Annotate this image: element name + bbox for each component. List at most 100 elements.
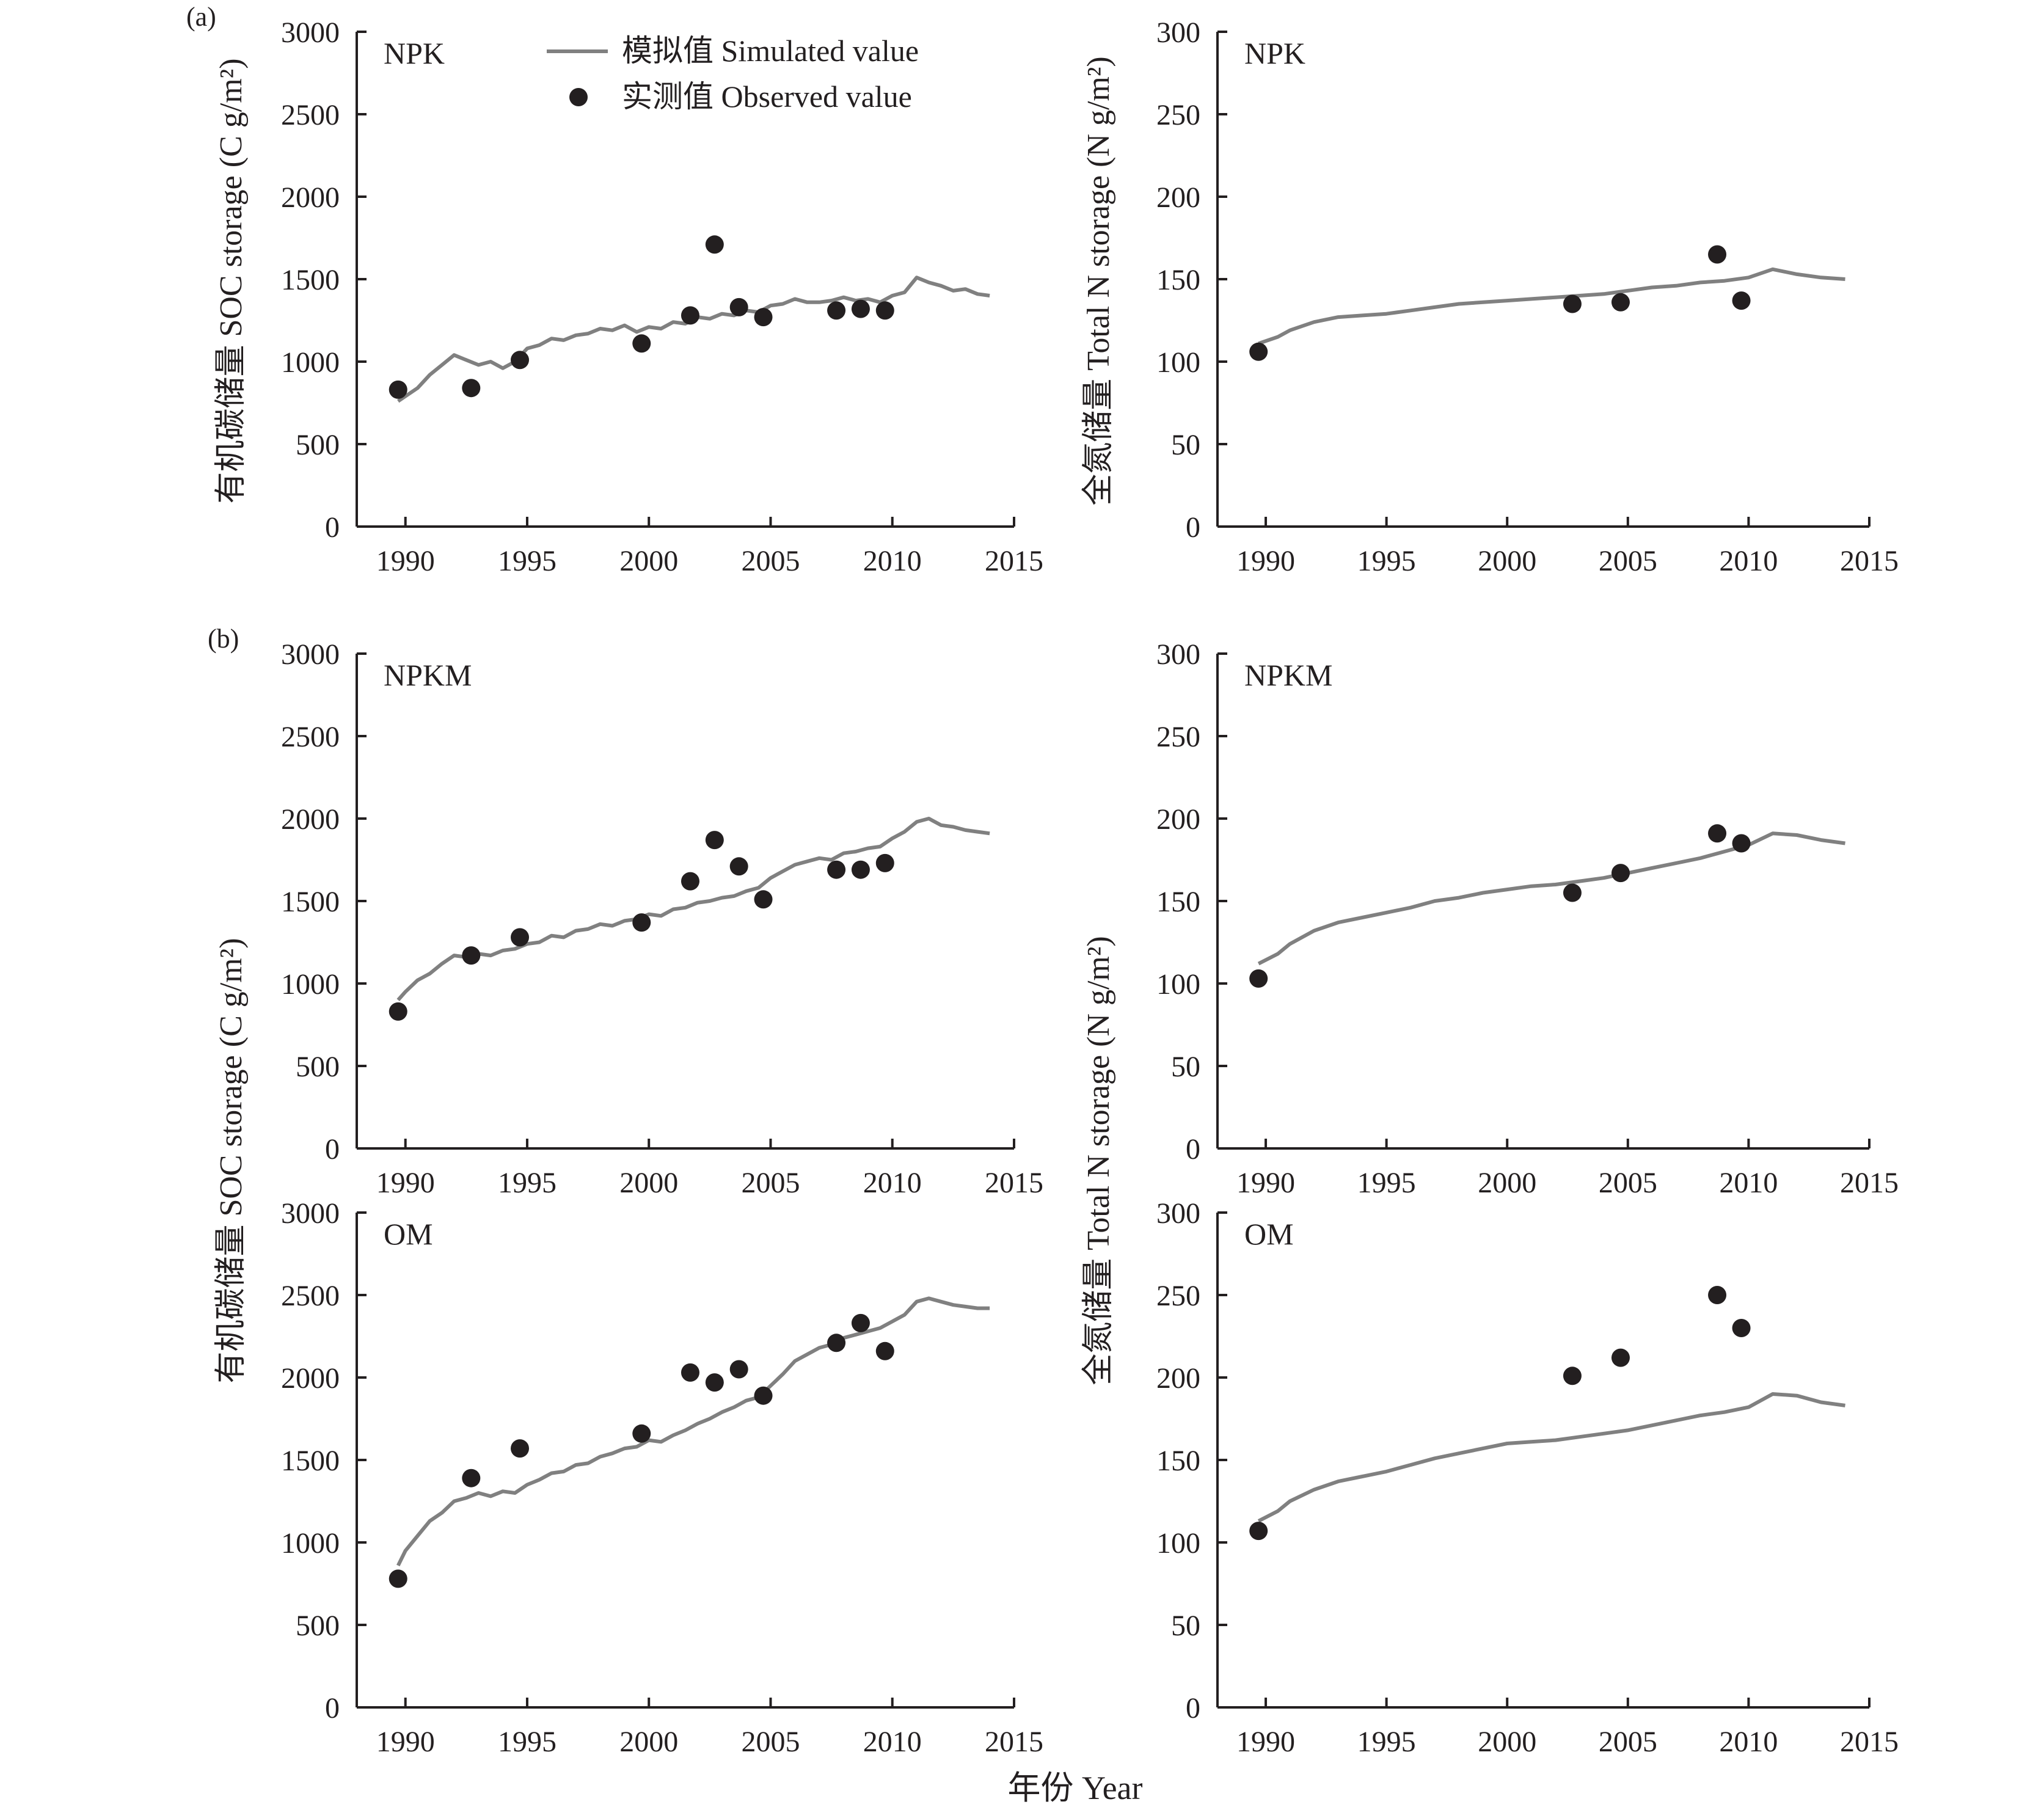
x-tick-label: 2005 [1599, 545, 1657, 577]
x-tick-label: 2005 [1599, 1726, 1657, 1758]
observed-point [462, 1469, 481, 1487]
y-tick-label: 2000 [281, 1362, 340, 1395]
y-tick-label: 0 [1186, 1692, 1200, 1724]
y-tick-label: 1500 [281, 1445, 340, 1477]
y-tick-label: 50 [1171, 429, 1200, 461]
y-tick-label: 2000 [281, 803, 340, 836]
y-tick-label: 1500 [281, 264, 340, 296]
y-tick-label: 3000 [281, 1197, 340, 1230]
observed-point [851, 299, 870, 318]
y-tick-label: 50 [1171, 1610, 1200, 1642]
y-tick-label: 0 [325, 511, 340, 544]
chart-panel-n-om: 0 50 100 150 200 250 300 1990 1995 2000 2005 2010 20… [1156, 1197, 1899, 1758]
observed-point [1249, 969, 1268, 988]
observed-point [632, 913, 651, 932]
x-tick-label: 1990 [376, 1726, 435, 1758]
x-axis-label: 年份 Year [1007, 1770, 1142, 1806]
observed-point [1708, 1286, 1727, 1304]
simulated-series-line [396, 817, 990, 1001]
x-tick-label: 2005 [741, 1726, 800, 1758]
observed-point [1732, 834, 1751, 853]
observed-point [462, 379, 481, 398]
y-tick-label: 500 [296, 1610, 340, 1642]
observed-point [754, 308, 773, 327]
panel-treatment-label: NPKM [384, 658, 472, 692]
x-tick-label: 2000 [1478, 1726, 1536, 1758]
observed-point [729, 297, 748, 316]
observed-point [511, 351, 530, 370]
observed-point [827, 860, 846, 879]
observed-point [681, 306, 699, 325]
y-tick-label: 500 [296, 1051, 340, 1083]
x-tick-label: 1990 [1236, 1726, 1295, 1758]
observed-point [729, 857, 748, 876]
y-tick-label: 150 [1156, 886, 1200, 918]
observed-point [1708, 824, 1727, 843]
y-tick-label: 3000 [281, 638, 340, 671]
observed-point [1249, 342, 1268, 361]
observed-point [754, 890, 773, 909]
x-tick-label: 1995 [498, 1167, 557, 1199]
y-tick-label: 2500 [281, 99, 340, 131]
chart-panel-n-npkm: 0 50 100 150 200 250 300 1990 1995 2000 2005 2010 20… [1156, 638, 1899, 1199]
observed-point [705, 235, 724, 254]
y-tick-label: 300 [1156, 1197, 1200, 1230]
observed-point [705, 1373, 724, 1392]
x-tick-label: 1995 [1357, 1167, 1416, 1199]
y-tick-label: 50 [1171, 1051, 1200, 1083]
x-tick-label: 2015 [1840, 545, 1899, 577]
panel-tag-a: (a) [186, 2, 216, 32]
x-tick-label: 2010 [863, 1726, 922, 1758]
observed-point [851, 860, 870, 879]
y-tick-label: 200 [1156, 181, 1200, 214]
x-tick-label: 2010 [1719, 1167, 1778, 1199]
legend-observed-label: 实测值 Observed value [622, 79, 912, 114]
x-tick-label: 1995 [1357, 545, 1416, 577]
observed-point [462, 946, 481, 965]
observed-point [875, 853, 894, 872]
observed-point [511, 1439, 530, 1458]
y-tick-label: 100 [1156, 346, 1200, 379]
observed-point [1732, 291, 1751, 310]
y-tick-label: 250 [1156, 1280, 1200, 1312]
observed-point [875, 1341, 894, 1360]
x-tick-label: 2015 [985, 1726, 1043, 1758]
panel-tag-b: (b) [208, 624, 239, 654]
x-tick-label: 1990 [376, 545, 435, 577]
x-tick-label: 1990 [1236, 545, 1295, 577]
panel-treatment-label: NPK [1244, 36, 1305, 70]
y-tick-label: 250 [1156, 99, 1200, 131]
observed-point [754, 1386, 773, 1405]
observed-point [681, 872, 699, 891]
x-tick-label: 1990 [1236, 1167, 1295, 1199]
legend: 模拟值 Simulated value 实测值 Observed value [547, 34, 919, 114]
x-tick-label: 2005 [741, 545, 800, 577]
y-tick-label: 1000 [281, 968, 340, 1001]
y-tick-label: 150 [1156, 1445, 1200, 1477]
y-tick-label: 0 [325, 1133, 340, 1166]
y-tick-label: 200 [1156, 803, 1200, 836]
observed-point [1611, 864, 1630, 883]
observed-point [632, 1424, 651, 1443]
x-tick-label: 2000 [1478, 1167, 1536, 1199]
observed-point [827, 1334, 846, 1352]
x-tick-label: 2010 [1719, 1726, 1778, 1758]
observed-point [1732, 1319, 1751, 1337]
x-tick-label: 2015 [985, 545, 1043, 577]
chart-panel-soc-npk: 0 500 1000 1500 2000 2500 3000 1990 1995 2000 2005… [281, 16, 1043, 577]
legend-marker-swatch [569, 88, 588, 106]
x-tick-label: 2010 [1719, 545, 1778, 577]
y-tick-label: 150 [1156, 264, 1200, 296]
observed-point [632, 334, 651, 353]
x-tick-label: 2000 [1478, 545, 1536, 577]
x-tick-label: 2000 [619, 1167, 678, 1199]
simulated-series-line [1257, 1392, 1845, 1523]
y-axis-label-n-top: 全氮储量 Total N storage (N g/m²) [1081, 56, 1116, 506]
observed-point [1611, 293, 1630, 312]
chart-panel-n-npk: 0 50 100 150 200 250 300 1990 1995 2000 2005 2010 20… [1156, 16, 1899, 577]
y-axis-label-n-bottom: 全氮储量 Total N storage (N g/m²) [1081, 936, 1116, 1385]
y-tick-label: 100 [1156, 968, 1200, 1001]
x-tick-label: 1995 [498, 1726, 557, 1758]
